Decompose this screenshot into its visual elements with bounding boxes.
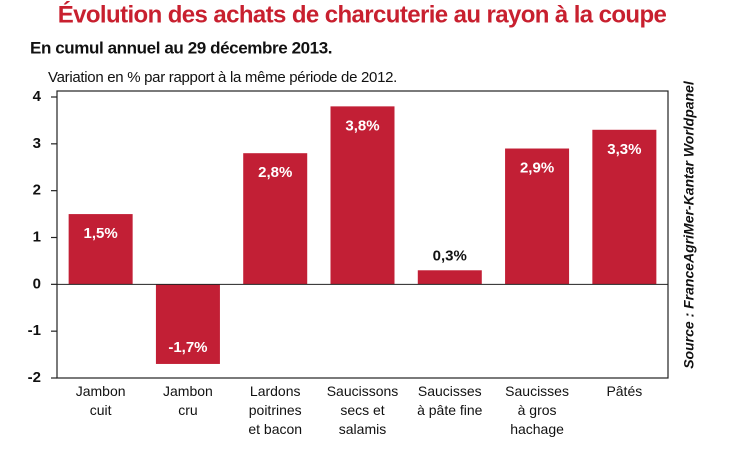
data-label: 2,8%: [258, 164, 292, 181]
x-tick-label: Jambon cuit: [76, 383, 126, 418]
data-label: 0,3%: [433, 247, 467, 264]
y-tick-label: 3: [33, 135, 41, 152]
data-label: 3,3%: [607, 141, 641, 158]
y-tick-label: -2: [28, 369, 41, 386]
bar: [330, 106, 395, 285]
source: Source : FranceAgriMer-Kantar Worldpanel: [681, 80, 697, 369]
y-tick-label: 0: [33, 275, 41, 292]
data-label: 3,8%: [345, 117, 379, 134]
chart-title: Évolution des achats de charcuterie au r…: [58, 0, 667, 28]
x-tick-label: Jambon cru: [163, 383, 213, 418]
plot-frame: [56, 90, 669, 379]
y-tick-label: 2: [33, 182, 41, 199]
bar: [68, 214, 133, 285]
x-tick-label: Saucisses à pâte fine: [417, 383, 483, 418]
y-axis-label: Variation en % par rapport à la même pér…: [48, 69, 397, 86]
bar: [505, 148, 570, 285]
bar: [243, 153, 308, 285]
bar: [155, 284, 220, 364]
data-label: -1,7%: [168, 339, 207, 356]
data-label: 2,9%: [520, 159, 554, 176]
y-tick-label: -1: [28, 322, 41, 339]
x-tick-label: Saucisses à gros hachage: [505, 383, 569, 437]
y-tick-label: 1: [33, 228, 41, 245]
x-tick-label: Saucissons secs et salamis: [327, 383, 399, 437]
x-tick-label: Pâtés: [606, 383, 642, 399]
bar: [417, 270, 482, 285]
data-label: 1,5%: [84, 225, 118, 242]
y-tick-label: 4: [33, 88, 42, 105]
x-tick-label: Lardons poitrines et bacon: [248, 383, 302, 437]
chart-subtitle: En cumul annuel au 29 décembre 2013.: [30, 38, 332, 57]
bar: [592, 129, 657, 285]
